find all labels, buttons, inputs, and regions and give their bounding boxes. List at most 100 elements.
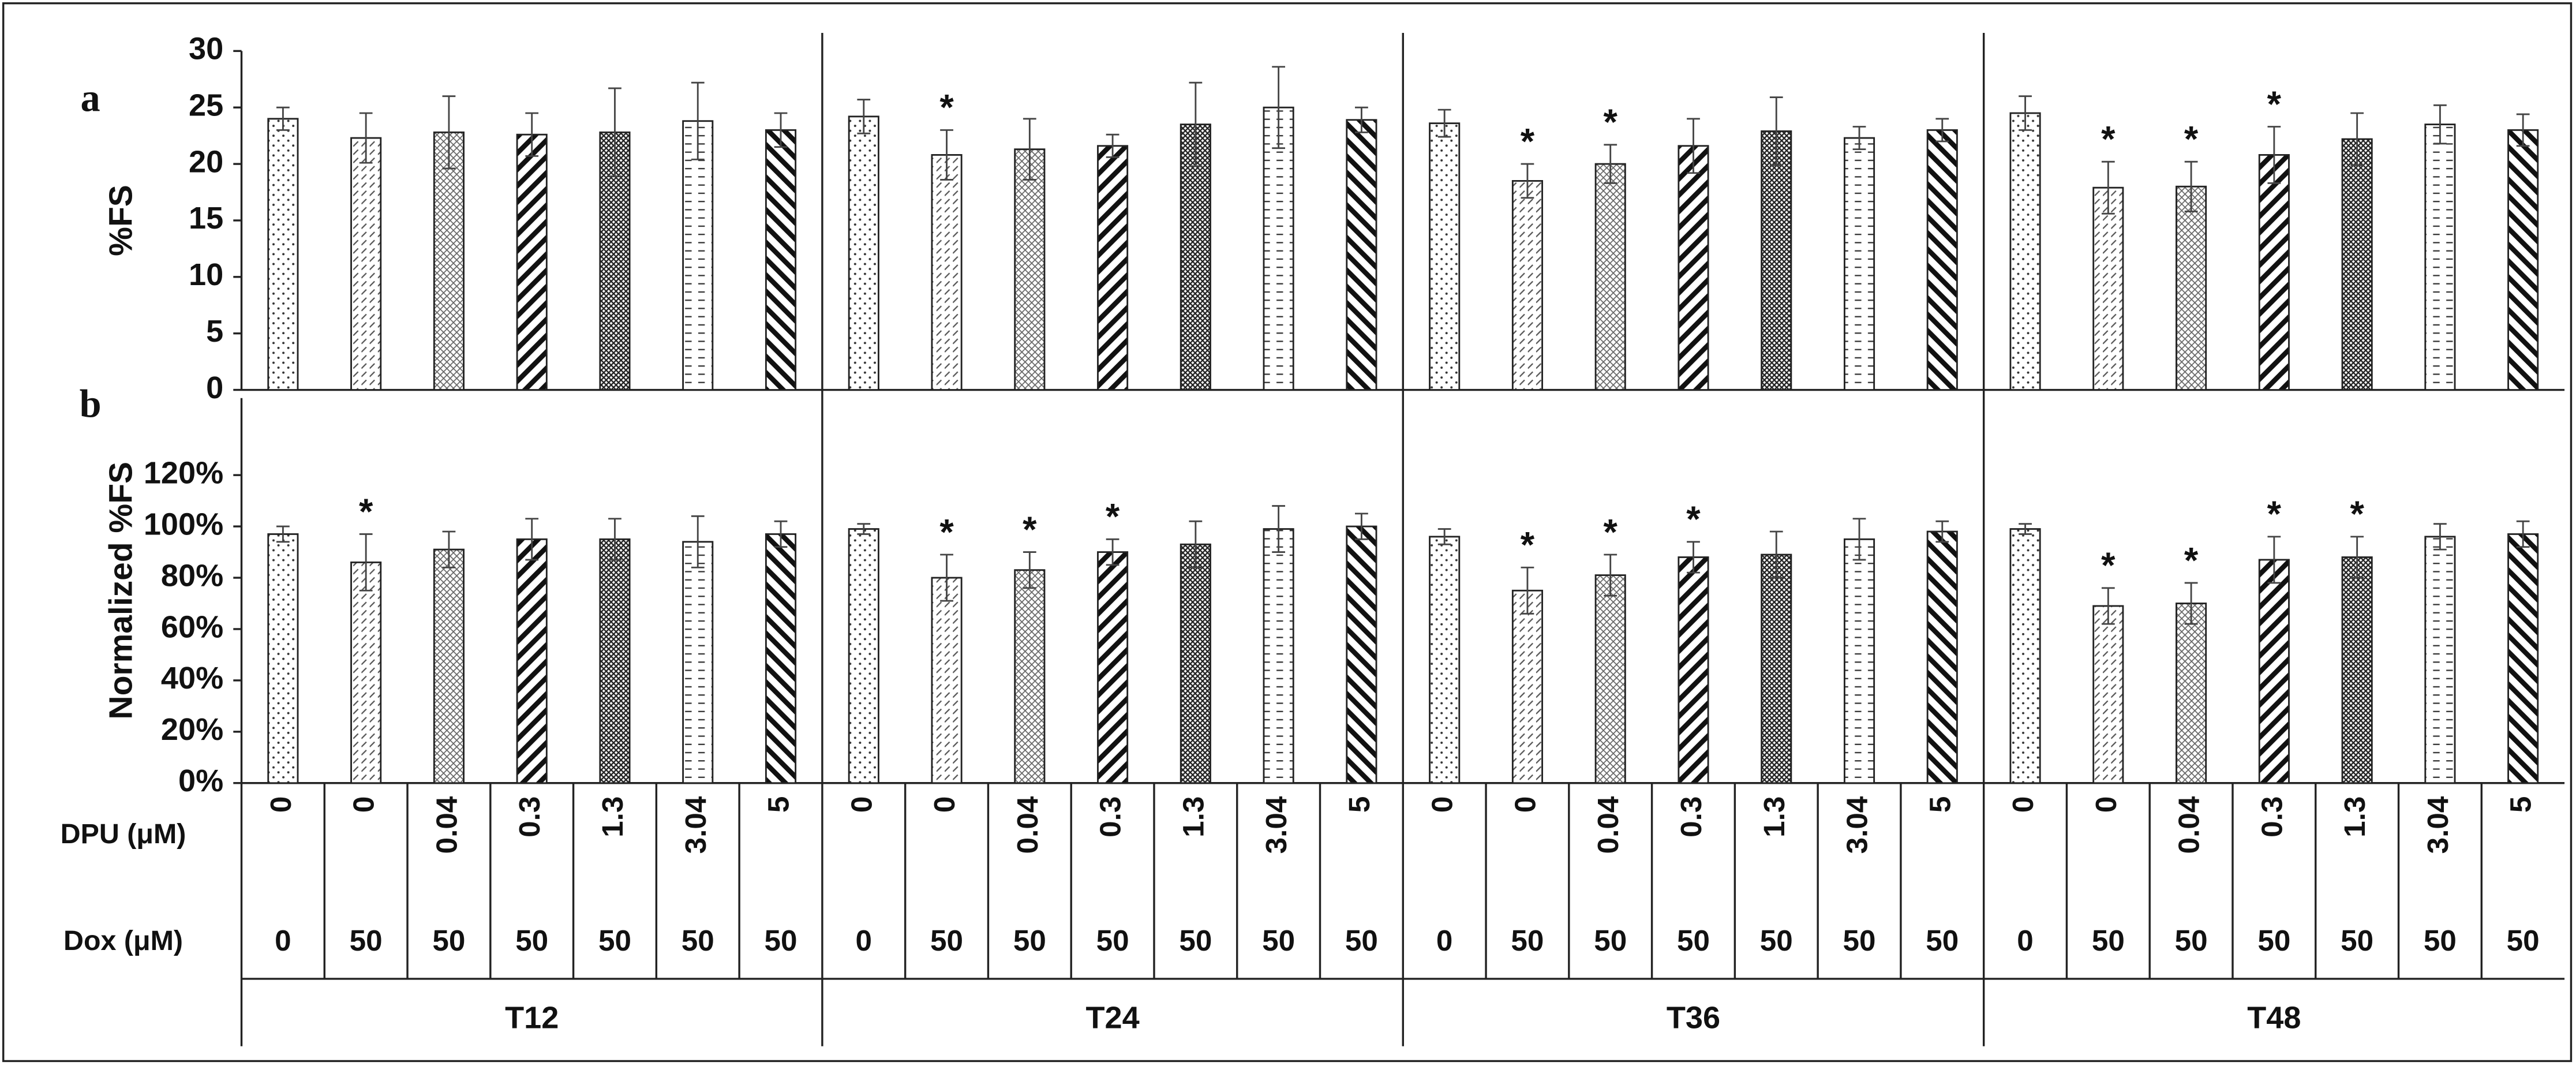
error-bar: [525, 518, 539, 561]
dpu-label: 3.04: [2421, 796, 2454, 854]
bar: [1511, 589, 1543, 784]
error-bar: [1935, 118, 1949, 143]
error-bar: [774, 112, 788, 148]
error-bar: [442, 95, 456, 170]
y-tick-label: 40%: [161, 661, 223, 695]
bar: [1594, 163, 1626, 391]
bar: [1761, 130, 1792, 391]
significance-mark: *: [2350, 494, 2364, 534]
group-label: T48: [2247, 1000, 2301, 1035]
bar: [848, 528, 879, 784]
significance-mark: *: [359, 492, 373, 532]
error-bar: [1521, 163, 1534, 199]
bar: [2009, 528, 2041, 784]
error-bar: [2516, 113, 2530, 147]
significance-mark: *: [1521, 121, 1535, 162]
bar: [599, 538, 631, 784]
y-axis-title: Normalized %FS: [103, 462, 140, 720]
bar: [1843, 137, 1875, 391]
bar: [267, 118, 299, 391]
error-bar: [1437, 528, 1451, 545]
error-bar: [2267, 536, 2281, 584]
error-bar: [1272, 66, 1286, 149]
bar: [1180, 124, 1211, 391]
dox-label: 50: [2424, 924, 2457, 957]
error-bar: [276, 106, 290, 131]
error-bar: [2101, 587, 2115, 625]
bar: [1263, 106, 1294, 391]
bar: [1429, 536, 1461, 784]
error-bar: [1852, 518, 1866, 561]
bar: [1761, 553, 1792, 784]
dox-label: 50: [350, 924, 383, 957]
dox-label: 0: [1436, 924, 1452, 957]
bar: [765, 533, 797, 784]
bar: [1180, 543, 1211, 784]
bar: [1014, 148, 1046, 391]
bar: [1429, 122, 1461, 391]
bar: [2092, 605, 2124, 784]
bar: [2176, 603, 2207, 784]
dox-label: 50: [432, 924, 465, 957]
y-tick-label: 0%: [178, 764, 223, 798]
error-bar: [2267, 126, 2281, 184]
error-bar: [608, 87, 621, 178]
significance-mark: *: [939, 88, 954, 128]
significance-mark: *: [2184, 540, 2199, 581]
error-bar: [1769, 96, 1783, 166]
error-bar: [1272, 505, 1286, 553]
dpu-label: 0: [2090, 796, 2122, 813]
bar: [516, 538, 548, 784]
error-bar: [2019, 523, 2032, 535]
bar: [682, 541, 714, 784]
bar: [1594, 574, 1626, 784]
dox-label: 50: [2341, 924, 2373, 957]
dox-label: 50: [1677, 924, 1710, 957]
y-tick-label: 60%: [161, 609, 223, 644]
error-bar: [608, 518, 621, 561]
dox-label: 50: [1345, 924, 1378, 957]
y-tick-label: 15: [189, 201, 223, 235]
error-bar: [2350, 536, 2364, 579]
error-bar: [1189, 81, 1203, 167]
bar: [931, 577, 963, 784]
error-bar: [1189, 520, 1203, 568]
error-bar: [1852, 126, 1866, 151]
significance-mark: *: [2101, 545, 2116, 586]
dpu-label: 0: [1509, 796, 1542, 813]
y-tick-label: 120%: [144, 455, 223, 490]
error-bar: [1935, 520, 1949, 543]
significance-mark: *: [1604, 512, 1618, 552]
dox-label: 50: [1013, 924, 1046, 957]
dox-label: 50: [1926, 924, 1959, 957]
dpu-label: 5: [1923, 796, 1956, 813]
dpu-label: 3.04: [1841, 796, 1874, 854]
bar: [350, 137, 382, 391]
dpu-label: 1.3: [1177, 796, 1210, 837]
dpu-label: 0: [845, 796, 878, 813]
dpu-label: 5: [1343, 796, 1376, 813]
bar: [2009, 112, 2041, 391]
bar: [1926, 129, 1958, 391]
significance-mark: *: [2267, 84, 2282, 125]
error-bar: [857, 99, 871, 134]
dox-label: 50: [1843, 924, 1876, 957]
dpu-label: 0: [347, 796, 380, 813]
error-bar: [1437, 109, 1451, 138]
dpu-label: 5: [2504, 796, 2537, 813]
dpu-label: 1.3: [2338, 796, 2371, 837]
error-bar: [1604, 144, 1618, 184]
error-bar: [1769, 530, 1783, 579]
error-bar: [1106, 133, 1119, 158]
significance-mark: *: [2101, 119, 2116, 159]
significance-mark: *: [1106, 497, 1120, 537]
bar: [765, 129, 797, 391]
y-tick-label: 0: [206, 371, 223, 405]
dox-label: 0: [275, 924, 291, 957]
dox-label: 50: [1760, 924, 1793, 957]
dpu-label: 1.3: [1758, 796, 1791, 837]
dpu-label: 3.04: [679, 796, 712, 854]
row-label: DPU (μM): [61, 818, 186, 850]
bar: [2092, 186, 2124, 391]
error-bar: [276, 525, 290, 543]
